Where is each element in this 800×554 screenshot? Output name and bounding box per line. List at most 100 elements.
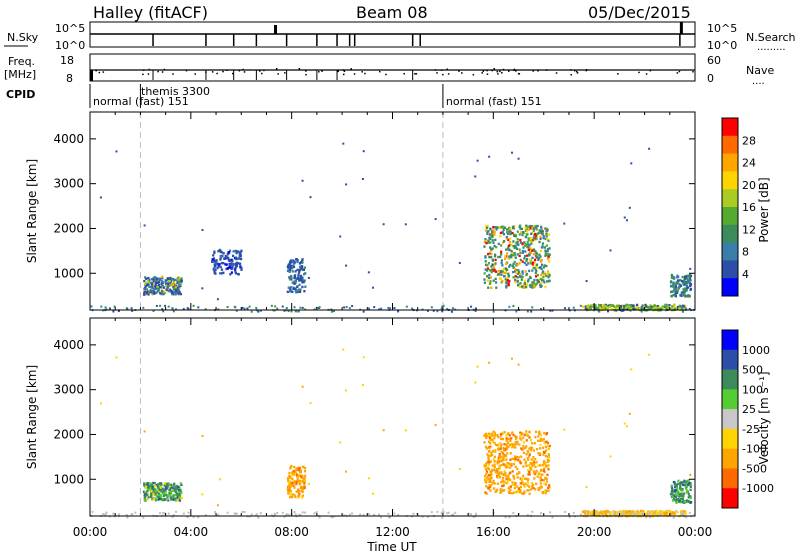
radar-echo (499, 491, 502, 494)
radar-echo (291, 495, 294, 499)
radar-echo (483, 240, 486, 244)
radar-echo (530, 481, 534, 485)
radar-echo (529, 466, 532, 469)
radar-echo (503, 275, 506, 278)
radar-echo (219, 265, 222, 269)
ground-scatter (659, 513, 662, 516)
radar-echo (521, 260, 524, 263)
radar-echo (686, 277, 689, 280)
radar-echo (535, 461, 538, 464)
radar-echo (291, 493, 294, 496)
nave-point (645, 73, 648, 75)
radar-echo (671, 512, 675, 515)
ground-scatter (504, 516, 507, 519)
radar-echo (499, 434, 502, 437)
radar-echo (539, 277, 542, 281)
radar-echo (491, 482, 494, 485)
radar-echo (161, 487, 164, 490)
radar-echo (513, 260, 516, 264)
radar-echo (530, 283, 533, 286)
radar-echo (679, 489, 683, 492)
radar-echo (529, 248, 532, 251)
radar-echo (497, 461, 500, 464)
radar-echo (492, 241, 495, 244)
radar-echo (528, 453, 531, 456)
radar-echo (527, 489, 530, 492)
radar-echo (522, 444, 525, 448)
radar-echo (532, 458, 535, 462)
radar-echo (689, 273, 692, 276)
radar-echo (496, 433, 499, 437)
radar-echo (540, 267, 543, 271)
radar-echo (180, 279, 183, 283)
radar-echo (588, 512, 591, 516)
radar-echo (159, 304, 162, 307)
radar-echo (512, 305, 515, 308)
radar-echo (516, 253, 519, 256)
radar-echo (540, 229, 543, 232)
nave-point (499, 70, 501, 73)
radar-echo (234, 271, 237, 275)
radar-echo (298, 265, 302, 269)
nave-point (440, 69, 443, 71)
radar-echo (211, 260, 214, 263)
freq-unit-label: [MHz] (4, 68, 36, 81)
colorbar-tick-label: 8 (742, 246, 749, 259)
radar-echo (426, 309, 429, 312)
radar-echo (598, 310, 601, 313)
radar-echo (167, 305, 170, 308)
radar-echo (503, 257, 507, 261)
radar-echo (222, 261, 225, 265)
radar-echo (487, 478, 490, 481)
radar-echo (170, 483, 173, 486)
radar-echo (155, 494, 158, 497)
radar-echo (541, 491, 544, 495)
ground-scatter (441, 516, 444, 519)
radar-echo (615, 309, 618, 312)
radar-echo (674, 485, 677, 489)
radar-echo (197, 306, 200, 309)
radar-echo (332, 310, 335, 313)
radar-echo (532, 266, 535, 270)
radar-echo (495, 270, 498, 273)
nave-point (472, 73, 475, 76)
radar-echo (486, 275, 489, 278)
radar-echo (488, 236, 491, 240)
radar-echo (484, 445, 487, 449)
nave-point (649, 69, 652, 72)
radar-echo (516, 263, 519, 266)
nave-point (185, 69, 188, 72)
radar-echo (538, 487, 541, 491)
radar-echo (493, 465, 496, 469)
radar-echo (506, 447, 509, 451)
radar-echo (345, 306, 348, 309)
radar-echo (510, 151, 513, 154)
radar-echo (493, 432, 496, 435)
radar-echo (517, 269, 520, 272)
radar-echo (545, 480, 548, 483)
radar-echo (526, 456, 529, 460)
radar-echo (503, 447, 506, 451)
radar-echo (673, 304, 676, 307)
radar-echo (303, 481, 306, 485)
ground-scatter (450, 514, 453, 517)
radar-echo (486, 267, 490, 270)
radar-echo (518, 471, 521, 474)
radar-echo (532, 236, 535, 239)
ground-scatter (348, 513, 351, 516)
ground-scatter (397, 513, 400, 516)
radar-echo (523, 283, 526, 287)
radar-echo (476, 159, 479, 162)
radar-echo (587, 512, 590, 516)
radar-echo (168, 483, 171, 486)
radar-echo (686, 499, 689, 502)
radar-echo (499, 269, 503, 273)
radar-echo (493, 436, 496, 440)
radar-echo (222, 271, 225, 274)
colorbar-frame (721, 117, 739, 297)
radar-echo (541, 232, 544, 236)
radar-echo (516, 237, 519, 241)
radar-echo (527, 473, 530, 476)
radar-echo (525, 452, 528, 456)
radar-echo (507, 284, 510, 287)
